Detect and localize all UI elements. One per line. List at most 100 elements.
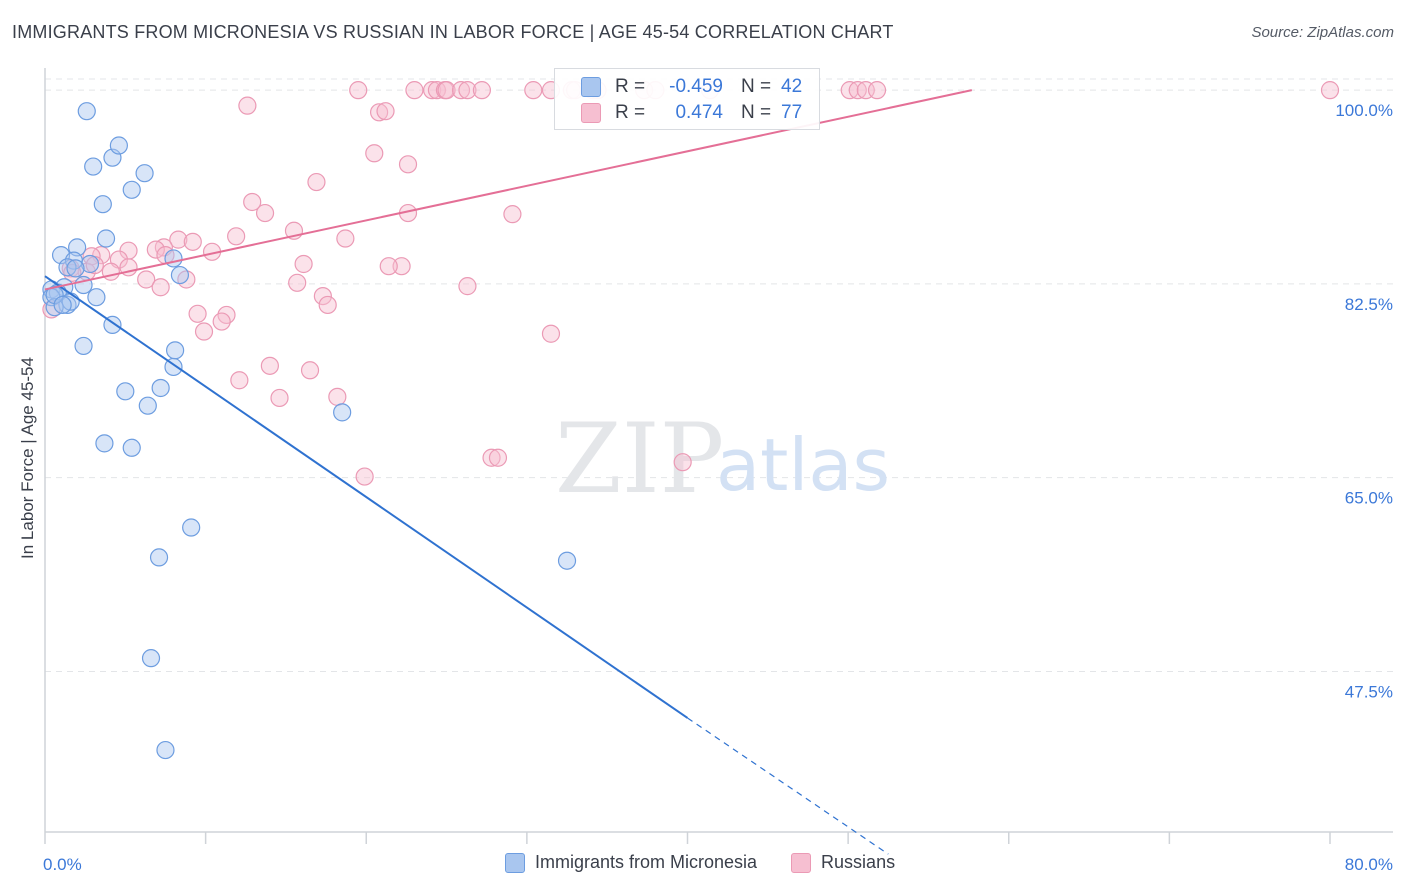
data-point-russians [482, 448, 501, 467]
data-point-russians [370, 103, 389, 122]
data-point-micronesia [80, 254, 100, 274]
data-point-russians [137, 270, 156, 289]
x-tick-label: 0.0% [43, 855, 82, 874]
y-tick-label: 100.0% [1335, 101, 1393, 120]
data-point-micronesia [141, 649, 161, 668]
data-point-russians [1320, 81, 1340, 100]
data-point-micronesia [116, 382, 135, 401]
data-point-russians [458, 81, 477, 100]
trend-line-russians [44, 89, 973, 291]
data-point-micronesia [182, 518, 201, 537]
blue-swatch [581, 77, 601, 97]
data-point-russians [227, 227, 246, 246]
data-point-micronesia [166, 341, 185, 360]
trend-line-micronesia-extension [687, 717, 889, 855]
legend-item-micronesia[interactable]: Immigrants from Micronesia [505, 852, 757, 873]
data-point-russians [379, 257, 398, 276]
data-point-russians [365, 144, 384, 163]
data-point-russians [541, 324, 561, 343]
data-point-russians [243, 192, 262, 212]
y-axis-label: In Labor Force | Age 45-54 [18, 357, 37, 559]
data-point-russians [423, 81, 442, 100]
data-point-russians [488, 448, 508, 467]
correlation-stats-box: R = -0.459 N = 42 R = 0.474 N = 77 [554, 68, 820, 130]
legend-item-russians[interactable]: Russians [791, 852, 895, 873]
data-point-russians [458, 277, 477, 296]
data-point-russians [524, 81, 543, 100]
data-point-micronesia [333, 403, 352, 422]
data-point-russians [405, 81, 424, 100]
data-point-russians [451, 81, 471, 100]
data-point-russians [336, 229, 355, 248]
data-point-russians [230, 371, 249, 390]
data-point-russians [194, 322, 214, 341]
data-point-russians [398, 155, 418, 174]
data-point-micronesia [151, 378, 170, 398]
data-point-russians [169, 230, 188, 249]
data-point-russians [673, 453, 692, 472]
axes [44, 68, 1393, 844]
r-label: R = [615, 102, 646, 123]
data-point-micronesia [77, 102, 96, 121]
data-point-micronesia [170, 265, 190, 285]
data-point-russians [867, 81, 887, 100]
legend: Immigrants from Micronesia Russians [505, 852, 895, 873]
data-point-micronesia [53, 295, 72, 315]
data-point-micronesia [74, 336, 93, 356]
pink-swatch [581, 103, 601, 123]
data-point-micronesia [109, 136, 128, 155]
data-point-russians [288, 273, 307, 292]
data-point-micronesia [138, 396, 157, 415]
data-point-russians [472, 81, 491, 100]
data-point-micronesia [135, 164, 154, 183]
n-label: N = [741, 76, 772, 97]
grid-lines [45, 78, 1393, 672]
data-point-micronesia [149, 548, 169, 567]
n-label: N = [741, 102, 772, 123]
data-point-russians [307, 172, 326, 192]
watermark-atlas: atlas [716, 423, 890, 507]
data-point-russians [238, 96, 257, 115]
watermark-zip: ZIP [555, 403, 724, 515]
x-tick-label: 80.0% [1345, 855, 1393, 874]
data-point-russians [183, 232, 202, 251]
data-point-micronesia [122, 438, 141, 457]
data-point-russians [151, 278, 170, 297]
data-point-micronesia [87, 288, 106, 307]
data-point-russians [101, 262, 120, 281]
data-point-micronesia [122, 180, 141, 199]
data-point-micronesia [96, 229, 116, 248]
data-point-micronesia [66, 259, 85, 278]
data-point-russians [188, 304, 207, 323]
r-value: 0.474 [675, 102, 723, 123]
data-point-micronesia [557, 551, 577, 570]
data-point-russians [212, 312, 231, 331]
r-label: R = [615, 76, 646, 97]
data-point-micronesia [164, 249, 183, 268]
y-tick-label: 65.0% [1345, 489, 1393, 508]
data-point-russians [437, 81, 456, 100]
data-point-russians [392, 257, 411, 276]
data-point-russians [294, 254, 313, 274]
data-point-russians [313, 286, 332, 306]
data-point-russians [146, 240, 165, 259]
legend-label: Immigrants from Micronesia [535, 852, 758, 872]
data-point-russians [349, 81, 368, 100]
data-point-micronesia [95, 434, 114, 453]
y-tick-label: 82.5% [1345, 295, 1393, 314]
legend-label: Russians [821, 852, 896, 872]
data-point-russians [376, 102, 395, 121]
y-tick-label: 47.5% [1345, 682, 1393, 701]
trend-line-micronesia [44, 275, 689, 719]
data-point-micronesia [84, 157, 103, 176]
data-point-russians [260, 356, 279, 375]
data-point-russians [503, 205, 522, 224]
data-point-russians [270, 388, 289, 408]
n-value: 42 [781, 76, 803, 97]
data-point-russians [355, 467, 374, 486]
micronesia-points [42, 102, 577, 760]
stats-row-micronesia: R = -0.459 N = 42 [581, 74, 802, 100]
r-value: -0.459 [669, 76, 723, 97]
data-point-micronesia [93, 195, 112, 214]
